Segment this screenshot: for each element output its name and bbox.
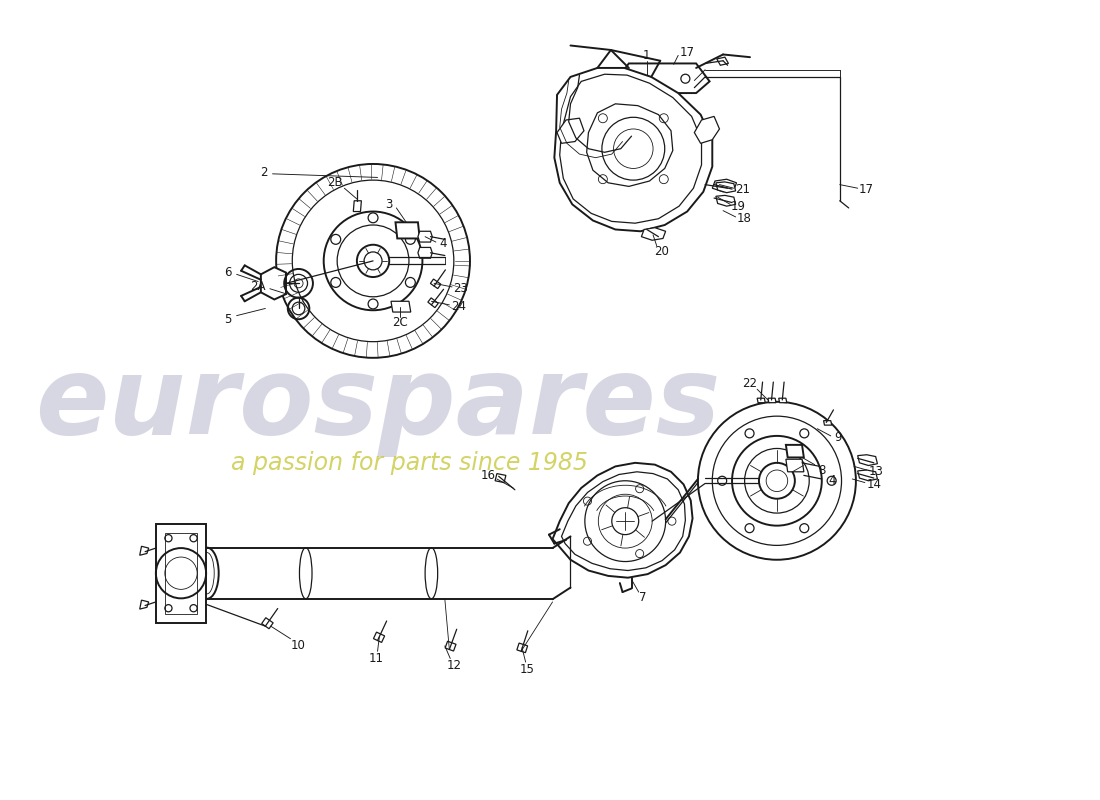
Polygon shape [396,222,420,238]
Text: eurospares: eurospares [35,351,720,458]
Polygon shape [586,104,673,186]
Polygon shape [858,470,878,481]
Text: 4: 4 [439,238,447,250]
Polygon shape [430,279,441,289]
Text: 17: 17 [680,46,695,59]
Text: 2: 2 [260,166,267,178]
Text: 12: 12 [447,659,461,672]
Text: 21: 21 [735,183,750,197]
Text: 5: 5 [224,313,231,326]
Text: a passion for parts since 1985: a passion for parts since 1985 [231,451,587,475]
Polygon shape [641,228,666,240]
Text: 2A: 2A [251,281,266,294]
Text: 22: 22 [742,378,758,390]
Polygon shape [517,643,528,653]
Polygon shape [757,398,766,402]
Text: 6: 6 [224,266,231,279]
Polygon shape [824,421,832,425]
Polygon shape [552,463,693,578]
Text: 2B: 2B [328,176,343,190]
Polygon shape [495,474,506,482]
Text: 11: 11 [370,652,384,665]
Text: 23: 23 [453,282,469,295]
Polygon shape [428,298,438,308]
Text: 17: 17 [859,183,874,197]
Polygon shape [418,247,432,258]
Text: 2C: 2C [392,316,408,330]
Polygon shape [717,57,728,66]
Polygon shape [418,231,432,242]
Polygon shape [561,472,685,570]
Text: 1: 1 [644,49,650,62]
Polygon shape [554,68,713,231]
Polygon shape [140,600,148,609]
Polygon shape [353,201,362,211]
Polygon shape [713,179,737,192]
Polygon shape [694,117,719,143]
Text: 7: 7 [638,591,646,604]
Text: 14: 14 [867,478,881,491]
Text: 9: 9 [834,431,842,444]
Text: 16: 16 [481,469,495,482]
Text: 15: 15 [520,662,535,676]
Polygon shape [261,267,286,299]
Polygon shape [785,459,804,472]
Polygon shape [615,63,710,93]
Polygon shape [716,182,736,193]
Text: 18: 18 [736,212,751,226]
Polygon shape [858,454,878,466]
Text: 20: 20 [654,245,670,258]
Text: 10: 10 [290,639,305,653]
Text: 19: 19 [730,200,746,213]
Polygon shape [557,118,584,143]
Polygon shape [390,302,410,312]
Polygon shape [165,533,197,614]
Polygon shape [785,445,804,458]
Polygon shape [716,195,736,206]
Polygon shape [446,642,456,651]
Polygon shape [374,632,385,642]
Text: 24: 24 [451,300,465,313]
Polygon shape [262,618,273,629]
Polygon shape [140,546,148,555]
Polygon shape [768,398,776,402]
Text: 8: 8 [818,463,825,477]
Polygon shape [779,398,786,402]
Polygon shape [560,74,702,223]
Text: 3: 3 [385,198,393,211]
Text: 4: 4 [828,474,836,487]
Text: 13: 13 [868,466,883,478]
Polygon shape [156,524,206,622]
